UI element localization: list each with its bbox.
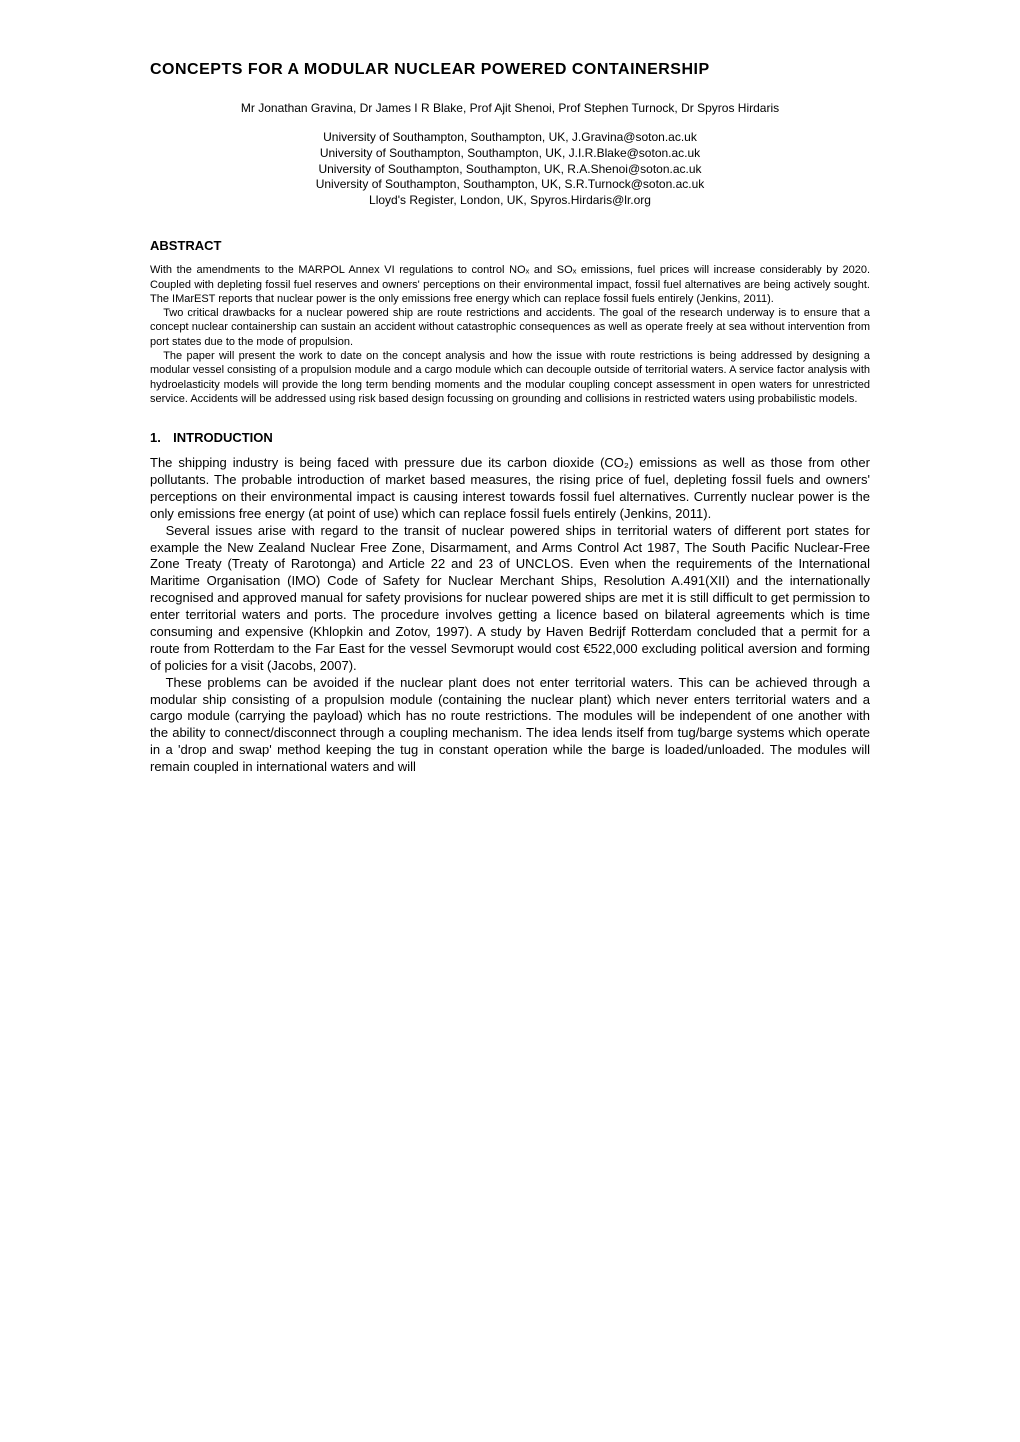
- author-line: Mr Jonathan Gravina, Dr James I R Blake,…: [150, 101, 870, 117]
- abstract-paragraph: With the amendments to the MARPOL Annex …: [150, 263, 870, 306]
- affiliation: University of Southampton, Southampton, …: [150, 162, 870, 178]
- intro-paragraph: Several issues arise with regard to the …: [150, 523, 870, 675]
- abstract-paragraph: The paper will present the work to date …: [150, 349, 870, 406]
- section-number: 1.: [150, 430, 170, 447]
- abstract-heading: ABSTRACT: [150, 238, 870, 255]
- section-title: INTRODUCTION: [173, 430, 273, 445]
- affiliations-block: University of Southampton, Southampton, …: [150, 130, 870, 208]
- affiliation: University of Southampton, Southampton, …: [150, 146, 870, 162]
- introduction-heading: 1. INTRODUCTION: [150, 430, 870, 447]
- affiliation: University of Southampton, Southampton, …: [150, 130, 870, 146]
- affiliation: University of Southampton, Southampton, …: [150, 177, 870, 193]
- introduction-body: The shipping industry is being faced wit…: [150, 455, 870, 776]
- intro-paragraph: These problems can be avoided if the nuc…: [150, 675, 870, 776]
- abstract-paragraph: Two critical drawbacks for a nuclear pow…: [150, 306, 870, 349]
- intro-paragraph: The shipping industry is being faced wit…: [150, 455, 870, 523]
- affiliation: Lloyd's Register, London, UK, Spyros.Hir…: [150, 193, 870, 209]
- paper-title: CONCEPTS FOR A MODULAR NUCLEAR POWERED C…: [150, 60, 870, 81]
- abstract-body: With the amendments to the MARPOL Annex …: [150, 263, 870, 406]
